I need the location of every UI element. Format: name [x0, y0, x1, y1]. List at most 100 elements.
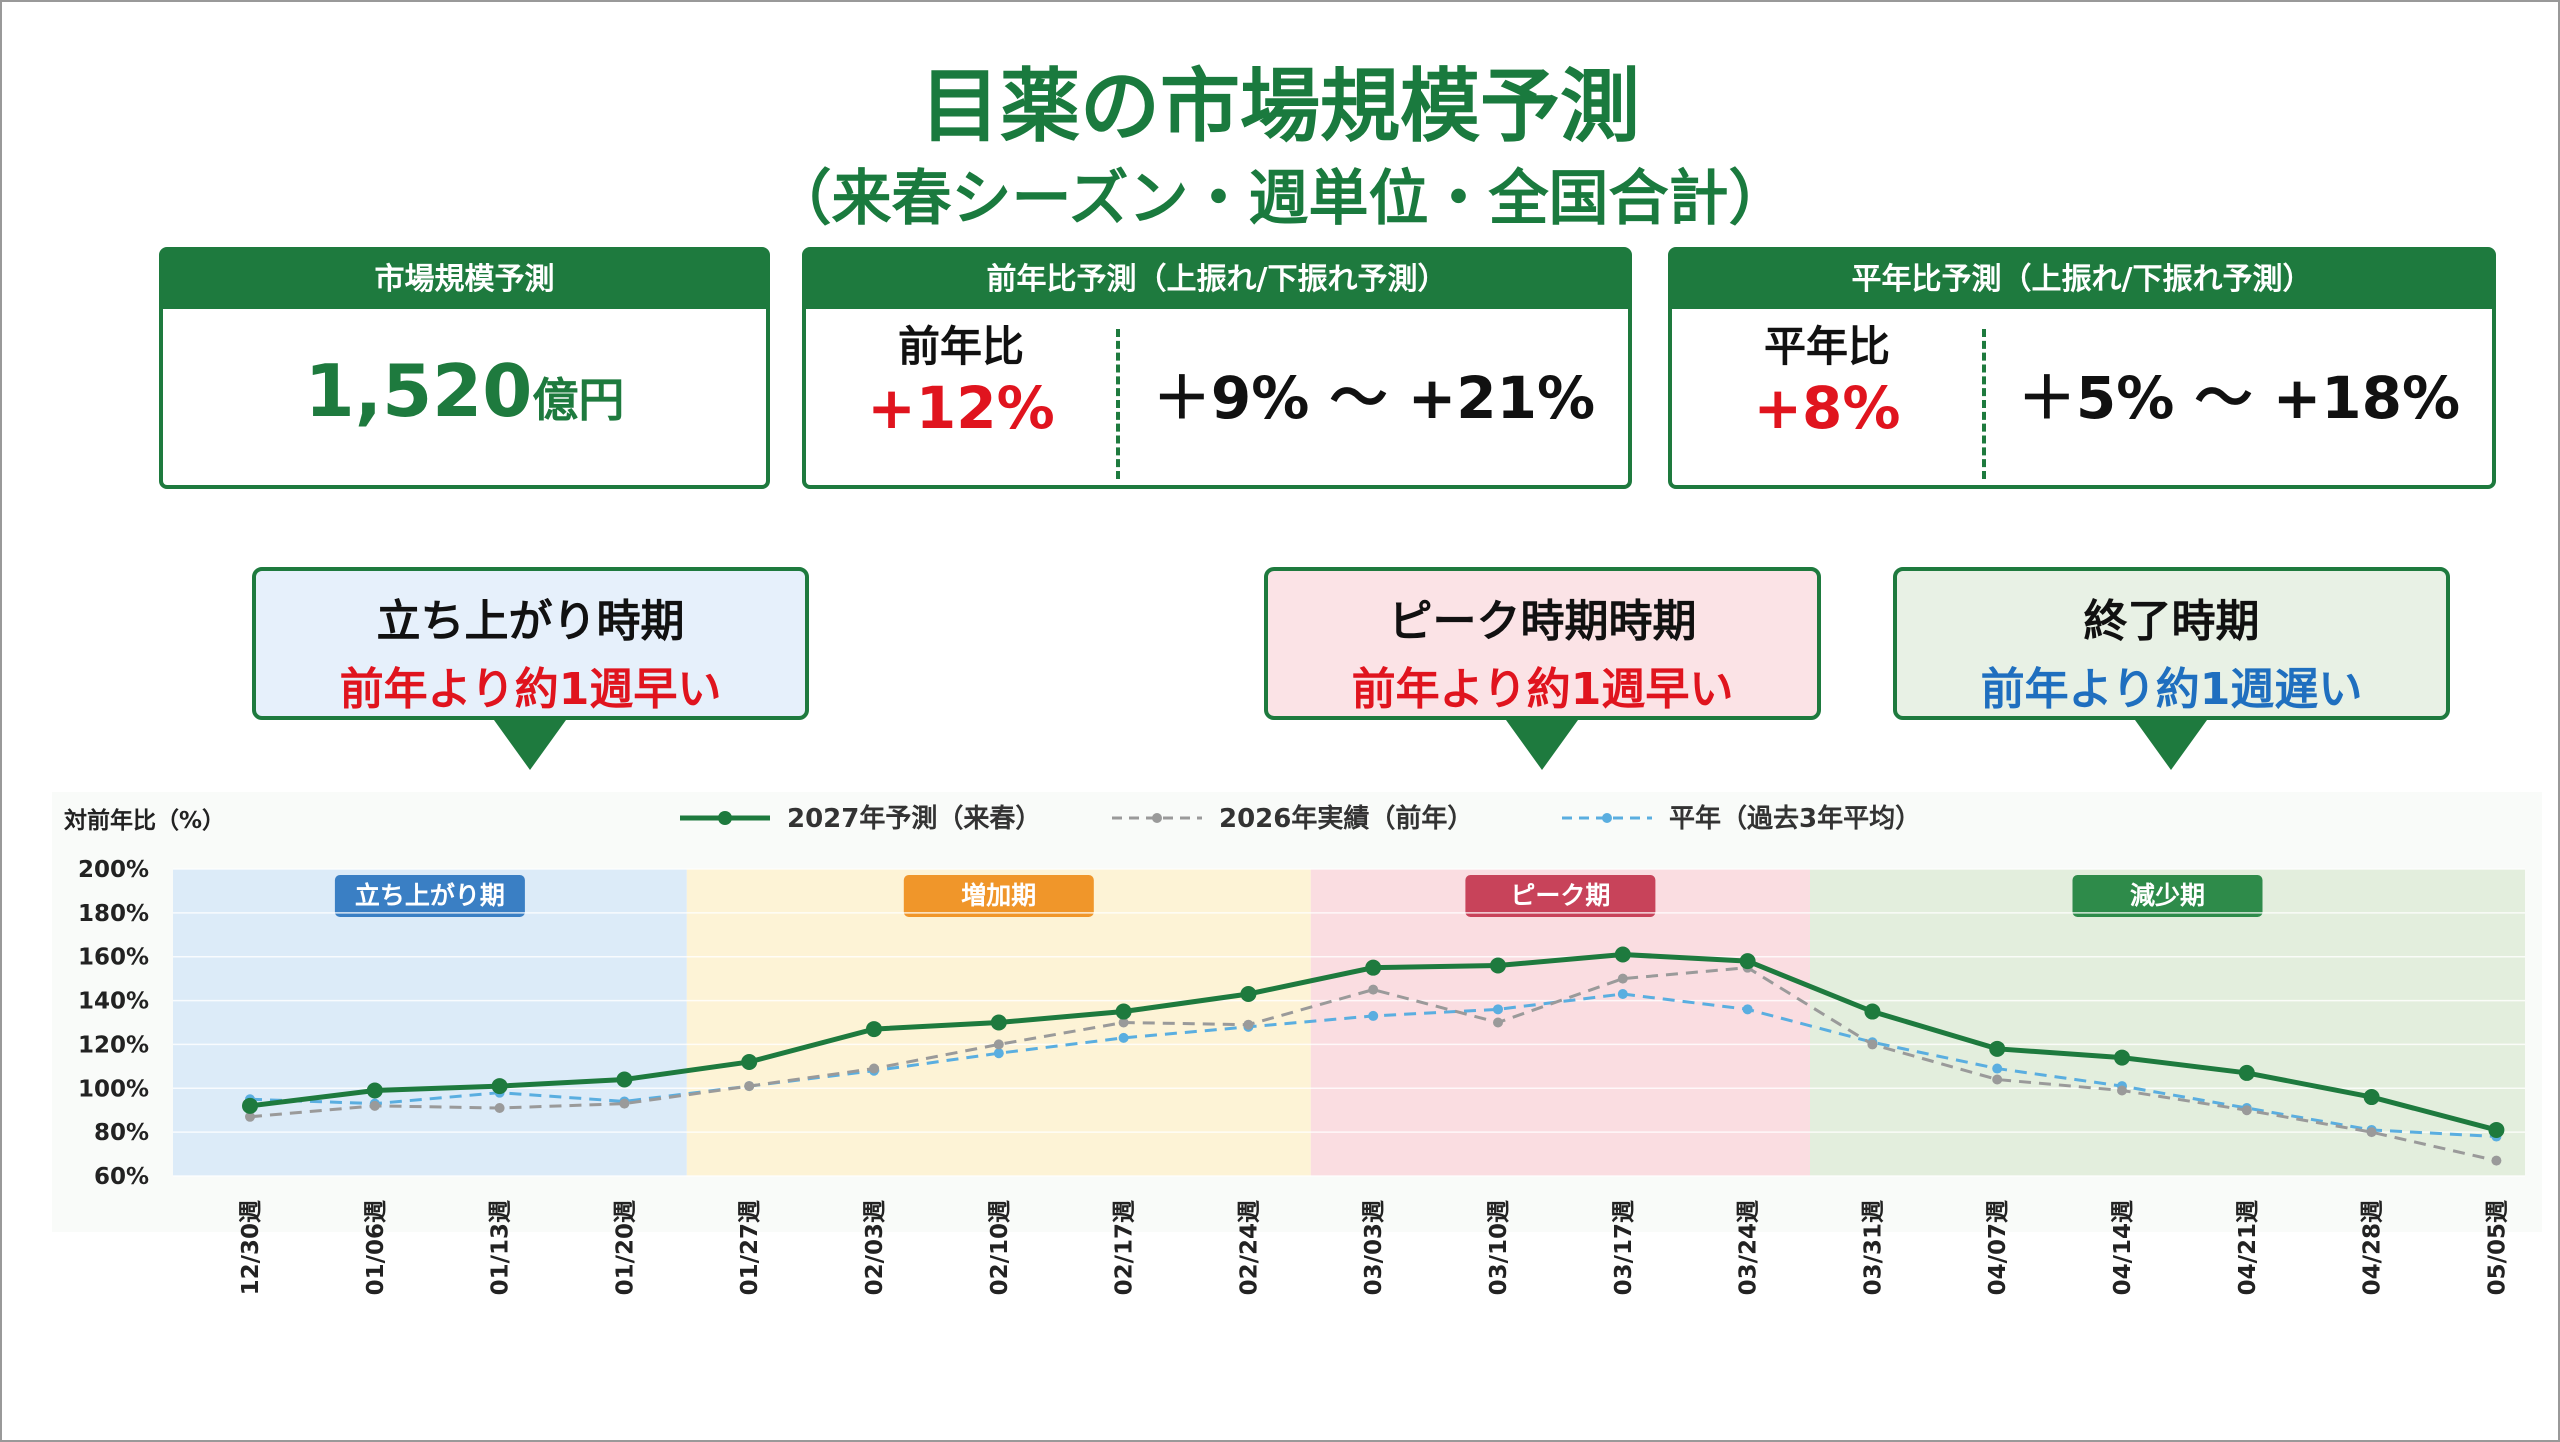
divider [1982, 329, 1986, 479]
x-tick-label: 03/17週 [1611, 1200, 1637, 1295]
data-point [366, 1082, 383, 1099]
data-point [2114, 1049, 2130, 1066]
data-point [1617, 973, 1628, 984]
data-point [869, 1063, 879, 1074]
data-point [619, 1098, 630, 1109]
x-tick-label: 04/28週 [2360, 1200, 2386, 1295]
card-range: ＋5% ～ +18% [2017, 364, 2461, 432]
data-point [741, 1053, 758, 1070]
y-tick-label: 200% [78, 857, 149, 883]
y-tick-label: 140% [78, 989, 149, 1015]
data-point [993, 1048, 1004, 1059]
card: 市場規模予測 1,520億円 [159, 247, 770, 489]
data-point [494, 1103, 505, 1114]
data-point [242, 1097, 258, 1114]
callout-title: ピーク時期時期 [1388, 596, 1697, 647]
legend-label: 平年（過去3年平均） [1669, 803, 1921, 834]
card-title: 市場規模予測 [163, 251, 766, 309]
phase-label: 減少期 [2130, 881, 2205, 910]
x-tick-label: 01/06週 [363, 1200, 389, 1295]
card-value: +8% [1753, 374, 1901, 442]
phase-label: 立ち上がり期 [355, 881, 505, 910]
title: 目薬の市場規模予測 [920, 60, 1640, 153]
callout-note: 前年より約1週遅い [1980, 664, 2363, 715]
x-tick-label: 01/13週 [488, 1200, 514, 1295]
data-point [993, 1039, 1004, 1050]
legend-marker [718, 811, 732, 825]
x-tick-label: 03/24週 [1736, 1200, 1762, 1295]
phase-label-bg [1465, 875, 1656, 917]
callout-note: 前年より約1週早い [1351, 664, 1734, 715]
card-value: 1,520 [304, 349, 533, 433]
data-point [1992, 1063, 2003, 1074]
y-tick-label: 120% [78, 1032, 149, 1058]
card: 前年比予測（上振れ/下振れ予測） 前年比 +12% ＋9% ～ +21% [802, 247, 1632, 489]
x-tick-label: 01/20週 [612, 1200, 638, 1295]
divider [1116, 329, 1120, 479]
data-point [1739, 953, 1756, 970]
subtitle: （来春シーズン・週単位・全国合計） [771, 164, 1789, 234]
x-tick-label: 04/21週 [2235, 1200, 2261, 1295]
legend-marker [1602, 813, 1612, 823]
y-axis-label: 対前年比（%） [64, 807, 225, 834]
card: 平年比予測（上振れ/下振れ予測） 平年比 +8% ＋5% ～ +18% [1668, 247, 2496, 489]
callout-title: 終了時期 [2083, 596, 2260, 647]
callout-pointer [494, 720, 566, 770]
legend-label: 2027年予測（来春） [787, 803, 1041, 834]
x-tick-label: 02/03週 [862, 1200, 888, 1295]
card-title: 前年比予測（上振れ/下振れ予測） [806, 251, 1628, 309]
x-tick-label: 12/30週 [238, 1200, 264, 1295]
data-point [1490, 957, 1506, 974]
callout: 立ち上がり時期 前年より約1週早い [252, 567, 809, 770]
legend-label: 2026年実績（前年） [1219, 803, 1473, 834]
x-tick-label: 02/10週 [987, 1200, 1013, 1295]
data-point [2366, 1127, 2377, 1138]
callout-title: 立ち上がり時期 [376, 596, 685, 647]
y-tick-label: 60% [94, 1164, 149, 1190]
callout: ピーク時期時期 前年より約1週早い [1264, 567, 1821, 770]
card-range: ＋9% ～ +21% [1152, 364, 1596, 432]
data-point [1115, 1003, 1132, 1020]
phase-label-bg [2072, 875, 2263, 917]
callout-pointer [1506, 720, 1578, 770]
x-tick-label: 03/03週 [1361, 1200, 1387, 1295]
data-point [1742, 1004, 1753, 1015]
data-point [1118, 1032, 1129, 1043]
callout-pointer [2135, 720, 2207, 770]
card-label: 平年比 [1763, 322, 1890, 371]
x-tick-label: 01/27週 [737, 1200, 763, 1295]
data-point [1493, 1017, 1503, 1028]
data-point [2488, 1121, 2505, 1138]
data-point [1867, 1039, 1878, 1050]
data-point [1989, 1040, 2006, 1057]
x-tick-label: 02/24週 [1236, 1200, 1262, 1295]
data-point [1614, 946, 1631, 963]
data-point [1368, 984, 1379, 995]
x-tick-label: 05/05週 [2484, 1200, 2510, 1295]
callout: 終了時期 前年より約1週遅い [1893, 567, 2450, 770]
card-value: +12% [867, 374, 1055, 442]
data-point [245, 1111, 255, 1122]
x-tick-label: 02/17週 [1112, 1200, 1138, 1295]
callout-note: 前年より約1週早い [339, 664, 722, 715]
card-title: 平年比予測（上振れ/下振れ予測） [1672, 251, 2492, 309]
data-point [1243, 1019, 1254, 1030]
data-point [2241, 1105, 2252, 1116]
phase-label: 増加期 [961, 881, 1036, 910]
data-point [1240, 985, 1257, 1002]
phase-band [1810, 869, 2525, 1176]
data-point [2491, 1155, 2502, 1166]
data-point [1864, 1003, 1881, 1020]
phase-label-bg [334, 875, 525, 917]
data-point [1118, 1017, 1129, 1028]
data-point [1992, 1074, 2003, 1085]
data-point [1365, 959, 1382, 976]
data-point [866, 1021, 882, 1038]
x-tick-label: 03/10週 [1486, 1200, 1512, 1295]
x-tick-label: 03/31週 [1860, 1200, 1886, 1295]
data-point [2117, 1085, 2127, 1096]
card-unit: 億円 [532, 373, 625, 427]
x-tick-label: 04/07週 [1985, 1200, 2011, 1295]
